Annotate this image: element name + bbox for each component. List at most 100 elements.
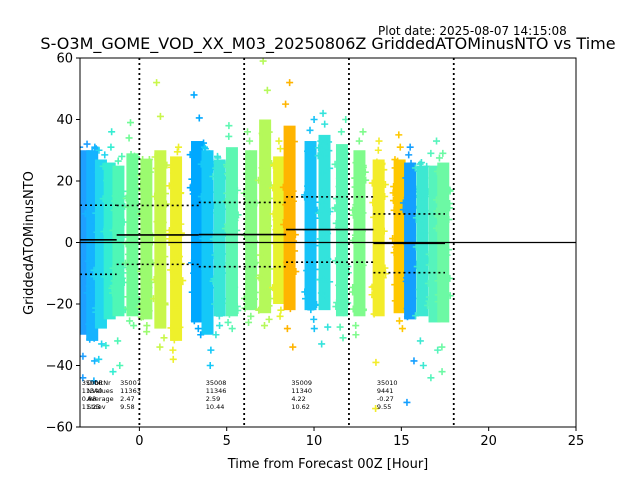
point-marker — [97, 244, 105, 252]
point-marker — [121, 259, 129, 267]
point-marker — [228, 212, 236, 220]
point-marker — [269, 284, 277, 292]
point-marker — [100, 228, 108, 236]
point-marker — [359, 305, 367, 313]
point-strip-13 — [240, 128, 261, 326]
point-marker — [101, 273, 109, 281]
point-marker — [209, 172, 217, 180]
outlier-marker — [375, 137, 383, 145]
point-marker — [113, 195, 121, 203]
point-marker — [311, 265, 319, 273]
point-marker — [161, 253, 169, 261]
point-marker — [136, 210, 144, 218]
point-marker — [286, 183, 294, 191]
point-marker — [425, 297, 433, 305]
strip-core-22 — [393, 159, 406, 314]
outlier-marker — [275, 137, 283, 145]
strip-core-18 — [318, 134, 331, 311]
outlier-marker — [339, 334, 347, 342]
outlier-marker — [396, 143, 404, 151]
point-marker — [97, 288, 105, 296]
point-marker — [289, 197, 297, 205]
outlier-marker — [80, 352, 87, 360]
point-marker — [349, 288, 357, 296]
point-marker — [167, 266, 175, 274]
point-marker — [231, 216, 239, 224]
point-marker — [433, 207, 441, 215]
point-strip-16 — [279, 79, 300, 351]
point-marker — [221, 225, 229, 233]
point-marker — [370, 213, 378, 221]
point-marker — [344, 299, 352, 307]
point-marker — [94, 168, 102, 176]
point-marker — [139, 298, 147, 306]
point-marker — [434, 212, 442, 220]
point-marker — [190, 180, 198, 188]
outlier-marker — [102, 342, 110, 350]
point-marker — [191, 156, 199, 164]
point-marker — [359, 163, 367, 171]
point-marker — [202, 219, 210, 227]
outlier-marker — [194, 325, 202, 333]
point-marker — [141, 248, 149, 256]
point-marker — [188, 288, 196, 296]
point-marker — [250, 295, 258, 303]
point-marker — [88, 251, 96, 259]
point-marker — [246, 283, 254, 291]
point-marker — [83, 289, 91, 297]
point-marker — [229, 222, 237, 230]
point-marker — [223, 220, 231, 228]
outlier-marker — [336, 323, 344, 331]
point-marker — [416, 198, 424, 206]
point-marker — [131, 235, 139, 243]
point-marker — [381, 264, 389, 272]
outlier-marker — [359, 128, 367, 136]
y-tick-label: 60 — [56, 52, 73, 67]
point-marker — [215, 312, 223, 320]
point-marker — [155, 154, 163, 162]
outlier-marker — [225, 132, 233, 140]
point-marker — [286, 246, 294, 254]
point-strip-10 — [197, 143, 218, 369]
point-marker — [391, 243, 399, 251]
outlier-marker — [398, 325, 406, 333]
point-marker — [420, 200, 428, 208]
chart-title: S-O3M_GOME_VOD_XX_M03_20250806Z GriddedA… — [40, 34, 615, 54]
point-strip-8 — [165, 143, 187, 363]
point-marker — [186, 184, 194, 192]
point-marker — [192, 210, 200, 218]
point-marker — [403, 313, 411, 321]
point-marker — [190, 269, 198, 277]
point-marker — [303, 267, 311, 275]
point-marker — [124, 304, 132, 312]
point-marker — [410, 204, 418, 212]
point-marker — [225, 310, 233, 318]
x-tick-label: 10 — [306, 434, 323, 449]
outlier-marker — [395, 317, 403, 325]
point-marker — [188, 175, 196, 183]
point-marker — [429, 179, 437, 187]
point-marker — [443, 251, 451, 259]
point-marker — [424, 279, 432, 287]
point-marker — [112, 303, 120, 311]
point-marker — [370, 282, 378, 290]
point-strip-18 — [314, 109, 334, 348]
x-tick-label: 25 — [568, 434, 585, 449]
point-marker — [229, 308, 237, 316]
point-marker — [189, 190, 197, 198]
point-marker — [337, 270, 345, 278]
point-marker — [80, 180, 85, 188]
outlier-marker — [139, 155, 147, 163]
x-tick-label: 5 — [223, 434, 231, 449]
point-marker — [394, 177, 402, 185]
outlier-marker — [352, 322, 360, 330]
outlier-marker — [427, 149, 435, 157]
point-marker — [416, 232, 424, 240]
point-marker — [259, 230, 267, 238]
point-marker — [378, 159, 386, 167]
outlier-marker — [114, 157, 122, 165]
point-marker — [403, 274, 411, 282]
outlier-marker — [277, 306, 285, 314]
point-marker — [219, 250, 227, 258]
outlier-marker — [276, 145, 284, 153]
